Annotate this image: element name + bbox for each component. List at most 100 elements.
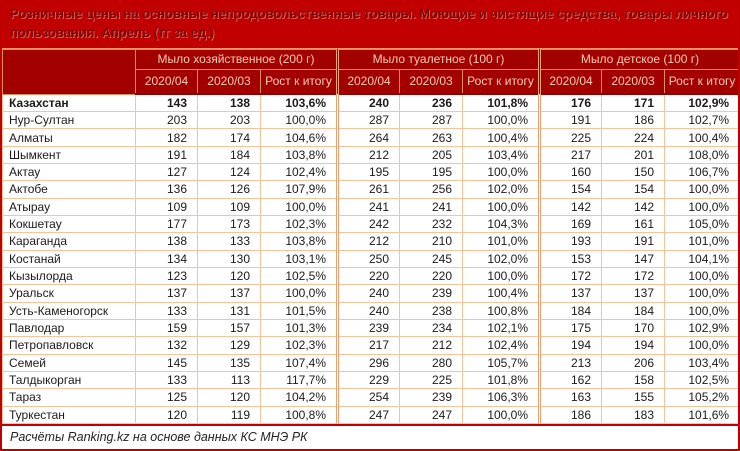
table-row: Талдыкорган 133 113 117,7% 229 225 101,8% 162 15… xyxy=(2,370,738,390)
value-cell: 239 xyxy=(399,284,464,303)
value-cell: 158 xyxy=(601,370,666,390)
table-body: Казахстан 143 138 103,6% 240 236 101,8% 176 171 1… xyxy=(2,93,738,424)
table-row: Алматы 182 174 104,6% 264 263 100,4% 225 224 100,… xyxy=(2,128,738,147)
value-cell: 142 xyxy=(538,197,603,216)
region-cell: Шымкент xyxy=(2,145,136,165)
value-cell: 142 xyxy=(601,197,666,216)
value-cell: 194 xyxy=(601,336,666,355)
value-cell: 239 xyxy=(399,388,464,407)
value-cell: 191 xyxy=(538,111,603,130)
value-cell: 105,2% xyxy=(664,388,738,407)
value-cell: 186 xyxy=(538,405,603,424)
value-cell: 184 xyxy=(538,301,603,320)
value-cell: 247 xyxy=(336,405,401,424)
value-cell: 103,4% xyxy=(462,145,541,165)
value-cell: 100,4% xyxy=(462,128,541,147)
region-cell: Караганда xyxy=(2,232,136,251)
value-cell: 234 xyxy=(399,318,464,338)
value-cell: 193 xyxy=(538,232,603,251)
value-cell: 238 xyxy=(399,301,464,320)
value-cell: 134 xyxy=(135,249,198,268)
sub-column-header: Рост к итогу xyxy=(664,68,738,96)
value-cell: 254 xyxy=(336,388,401,407)
region-cell: Павлодар xyxy=(2,318,136,338)
value-cell: 120 xyxy=(197,388,261,407)
value-cell: 100,0% xyxy=(664,197,738,216)
value-cell: 102,0% xyxy=(462,180,541,199)
value-cell: 150 xyxy=(601,162,666,182)
value-cell: 147 xyxy=(601,249,666,268)
table-row: Казахстан 143 138 103,6% 240 236 101,8% 176 171 1… xyxy=(2,93,738,113)
value-cell: 100,0% xyxy=(664,180,738,199)
table-row: Усть-Каменогорск 133 131 101,5% 240 238 100,8%… xyxy=(2,301,738,320)
value-cell: 177 xyxy=(135,214,198,234)
value-cell: 138 xyxy=(135,232,198,251)
value-cell: 100,4% xyxy=(664,128,738,147)
value-cell: 108,0% xyxy=(664,145,738,165)
value-cell: 172 xyxy=(538,266,603,286)
table-row: Петропавловск 132 129 102,3% 217 212 102,4% 194… xyxy=(2,336,738,355)
value-cell: 183 xyxy=(601,405,666,424)
table-row: Караганда 138 133 103,8% 212 210 101,0% 193 191 1… xyxy=(2,232,738,251)
table-row: Уральск 137 137 100,0% 240 239 100,4% 137 137 100… xyxy=(2,284,738,303)
value-cell: 124 xyxy=(197,162,261,182)
table-row: Актобе 136 126 107,9% 261 256 102,0% 154 154 100,… xyxy=(2,180,738,199)
value-cell: 102,3% xyxy=(259,214,339,234)
value-cell: 102,9% xyxy=(664,93,738,113)
value-cell: 100,4% xyxy=(462,284,541,303)
value-cell: 102,5% xyxy=(664,370,738,390)
value-cell: 100,8% xyxy=(259,405,339,424)
year-header-row: 2020/04 2020/03 Рост к итогу 2020/04 2020/03… xyxy=(3,68,738,96)
column-group-header: Мыло хозяйственное (200 г) xyxy=(134,48,339,70)
value-cell: 133 xyxy=(135,370,198,390)
value-cell: 182 xyxy=(135,128,198,147)
value-cell: 109 xyxy=(197,197,261,216)
value-cell: 143 xyxy=(135,93,198,113)
value-cell: 261 xyxy=(336,180,401,199)
region-cell: Талдыкорган xyxy=(2,370,136,390)
value-cell: 170 xyxy=(601,318,666,338)
value-cell: 241 xyxy=(399,197,464,216)
table-row: Павлодар 159 157 101,3% 239 234 102,1% 175 170 10… xyxy=(2,318,738,338)
table-row: Семей 145 135 107,4% 296 280 105,7% 213 206 103,4… xyxy=(2,353,738,372)
table-row: Актау 127 124 102,4% 195 195 100,0% 160 150 106,7… xyxy=(2,162,738,182)
value-cell: 159 xyxy=(135,318,198,338)
value-cell: 100,0% xyxy=(462,266,541,286)
value-cell: 107,9% xyxy=(259,180,339,199)
region-cell: Туркестан xyxy=(2,405,136,424)
table-row: Нур-Султан 203 203 100,0% 287 287 100,0% 191 186… xyxy=(2,111,738,130)
source-note: Расчёты Ranking.kz на основе данных КС М… xyxy=(2,424,738,449)
value-cell: 154 xyxy=(601,180,666,199)
value-cell: 256 xyxy=(399,180,464,199)
column-group-header: Мыло туалетное (100 г) xyxy=(336,48,541,70)
value-cell: 240 xyxy=(336,301,401,320)
value-cell: 101,5% xyxy=(259,301,339,320)
value-cell: 210 xyxy=(399,232,464,251)
region-cell: Семей xyxy=(2,353,136,372)
value-cell: 101,6% xyxy=(664,405,738,424)
value-cell: 184 xyxy=(601,301,666,320)
region-cell: Казахстан xyxy=(2,93,136,113)
region-cell: Усть-Каменогорск xyxy=(2,301,136,320)
value-cell: 126 xyxy=(197,180,261,199)
table-row: Туркестан 120 119 100,8% 247 247 100,0% 186 183 1… xyxy=(2,405,738,424)
region-cell: Алматы xyxy=(2,128,136,147)
value-cell: 104,3% xyxy=(462,214,541,234)
region-cell: Актау xyxy=(2,162,136,182)
value-cell: 120 xyxy=(135,405,198,424)
value-cell: 217 xyxy=(336,336,401,355)
value-cell: 175 xyxy=(538,318,603,338)
price-table: Мыло хозяйственное (200 г) Мыло туалетное… xyxy=(2,48,738,424)
value-cell: 287 xyxy=(336,111,401,130)
value-cell: 102,0% xyxy=(462,249,541,268)
value-cell: 194 xyxy=(538,336,603,355)
value-cell: 131 xyxy=(197,301,261,320)
value-cell: 245 xyxy=(399,249,464,268)
value-cell: 239 xyxy=(336,318,401,338)
region-cell: Актобе xyxy=(2,180,136,199)
value-cell: 172 xyxy=(601,266,666,286)
table-row: Кызылорда 123 120 102,5% 220 220 100,0% 172 172 1… xyxy=(2,266,738,286)
value-cell: 102,5% xyxy=(259,266,339,286)
value-cell: 101,0% xyxy=(462,232,541,251)
